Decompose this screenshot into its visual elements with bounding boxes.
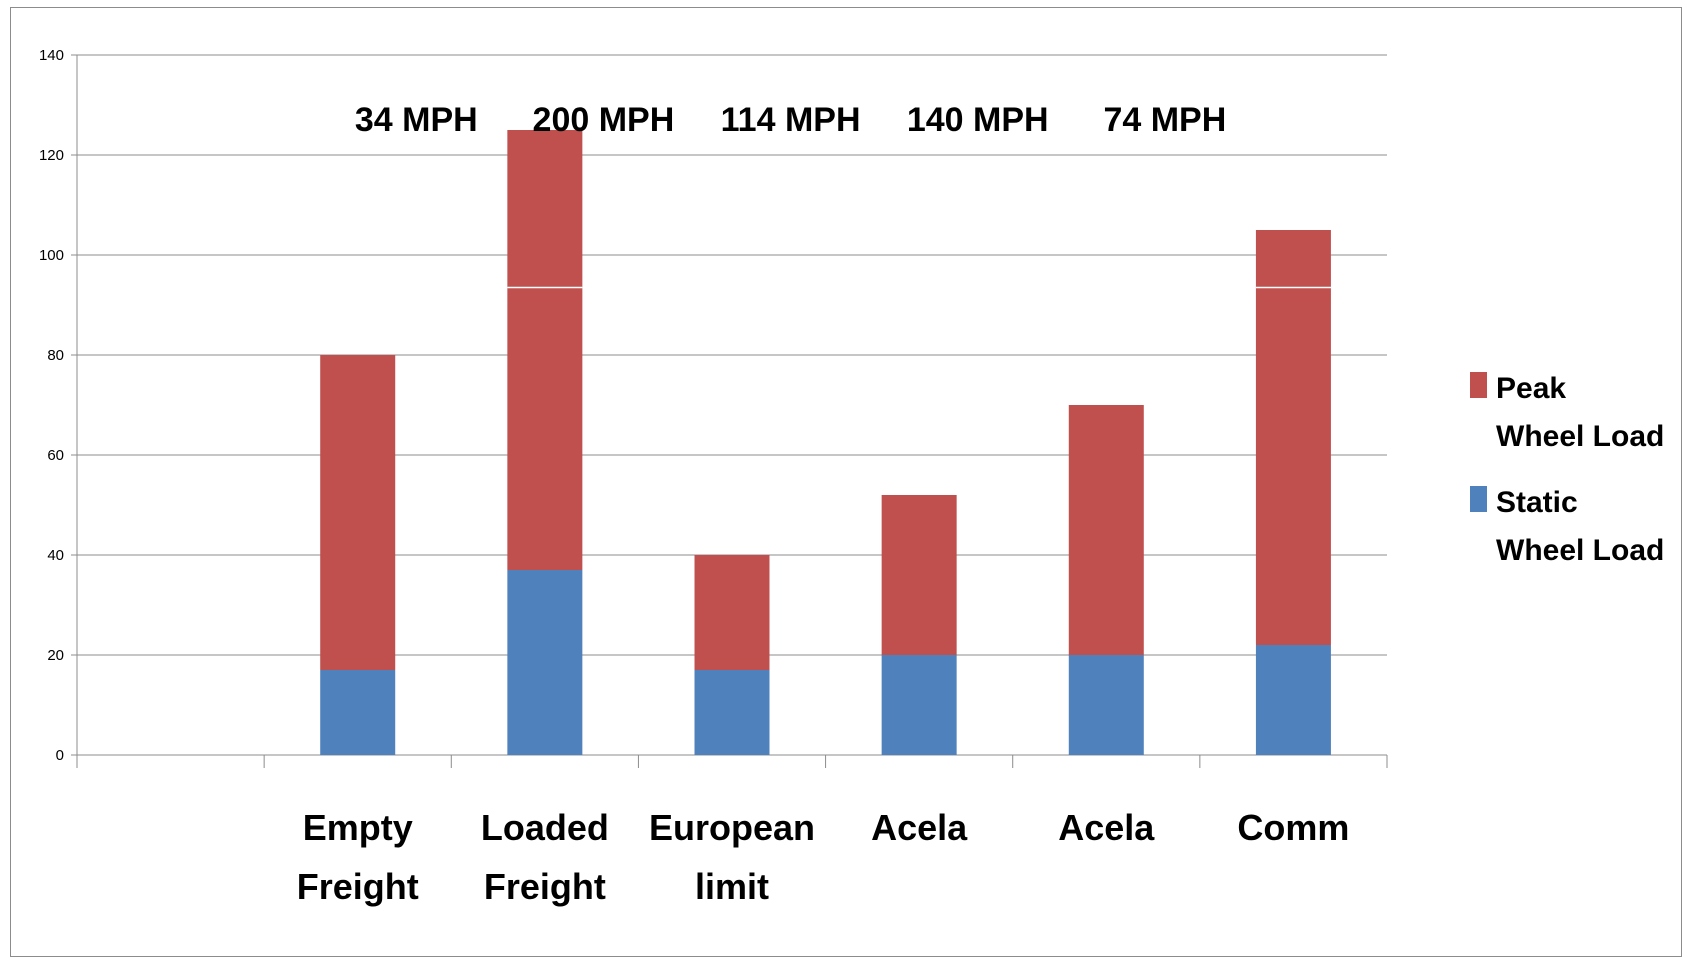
bar-peak-wheel-load bbox=[881, 495, 957, 655]
bar-static-wheel-load bbox=[1068, 655, 1144, 755]
x-category-label: Loaded bbox=[481, 807, 609, 848]
y-tick-label: 60 bbox=[47, 447, 64, 464]
bar-peak-wheel-load bbox=[694, 555, 770, 670]
y-tick-label: 140 bbox=[39, 47, 64, 64]
legend-label: Peak bbox=[1496, 372, 1566, 405]
legend-label: Wheel Load bbox=[1496, 420, 1664, 453]
bars bbox=[320, 130, 1331, 755]
y-tick-label: 120 bbox=[39, 147, 64, 164]
y-tick-label: 40 bbox=[47, 547, 64, 564]
labels: 0 20 40 60 80 100 120 140 Empty Freight Loaded Frei… bbox=[39, 47, 1349, 907]
y-tick-label: 20 bbox=[47, 647, 64, 664]
bar-peak-wheel-load bbox=[507, 130, 583, 570]
bar-peak-wheel-load bbox=[320, 355, 396, 670]
bar-peak-wheel-load bbox=[1068, 405, 1144, 655]
bar-static-wheel-load bbox=[881, 655, 957, 755]
speed-annotation: 140 MPH bbox=[907, 101, 1049, 139]
chart-frame bbox=[10, 7, 1682, 957]
speed-annotation: 74 MPH bbox=[1103, 101, 1226, 139]
legend-swatch bbox=[1470, 372, 1487, 398]
bar-static-wheel-load bbox=[1255, 645, 1331, 755]
legend-label: Wheel Load bbox=[1496, 534, 1664, 567]
x-category-label: Comm bbox=[1237, 807, 1349, 848]
speed-annotation: 34 MPH bbox=[355, 101, 478, 139]
y-tick-label: 100 bbox=[39, 247, 64, 264]
bar-static-wheel-load bbox=[694, 670, 770, 755]
x-category-label: European bbox=[649, 807, 815, 848]
x-category-label: Acela bbox=[871, 807, 968, 848]
x-category-label: Freight bbox=[484, 866, 606, 907]
speed-annotation: 114 MPH bbox=[721, 101, 861, 139]
bar-static-wheel-load bbox=[507, 570, 583, 755]
grid-lines bbox=[77, 54, 1387, 656]
x-category-label: Acela bbox=[1058, 807, 1155, 848]
legend-swatch bbox=[1470, 486, 1487, 512]
bar-static-wheel-load bbox=[320, 670, 396, 755]
speed-annotation: 200 MPH bbox=[533, 101, 675, 139]
y-tick-label: 0 bbox=[56, 747, 64, 764]
x-category-label: Freight bbox=[297, 866, 419, 907]
legend-label: Static bbox=[1496, 486, 1578, 519]
y-tick-label: 80 bbox=[47, 347, 64, 364]
bar-peak-wheel-load bbox=[1255, 230, 1331, 645]
x-category-label: Empty bbox=[303, 807, 413, 848]
legend: Peak Wheel Load Static Wheel Load bbox=[1470, 372, 1664, 567]
x-category-label: limit bbox=[695, 866, 769, 907]
